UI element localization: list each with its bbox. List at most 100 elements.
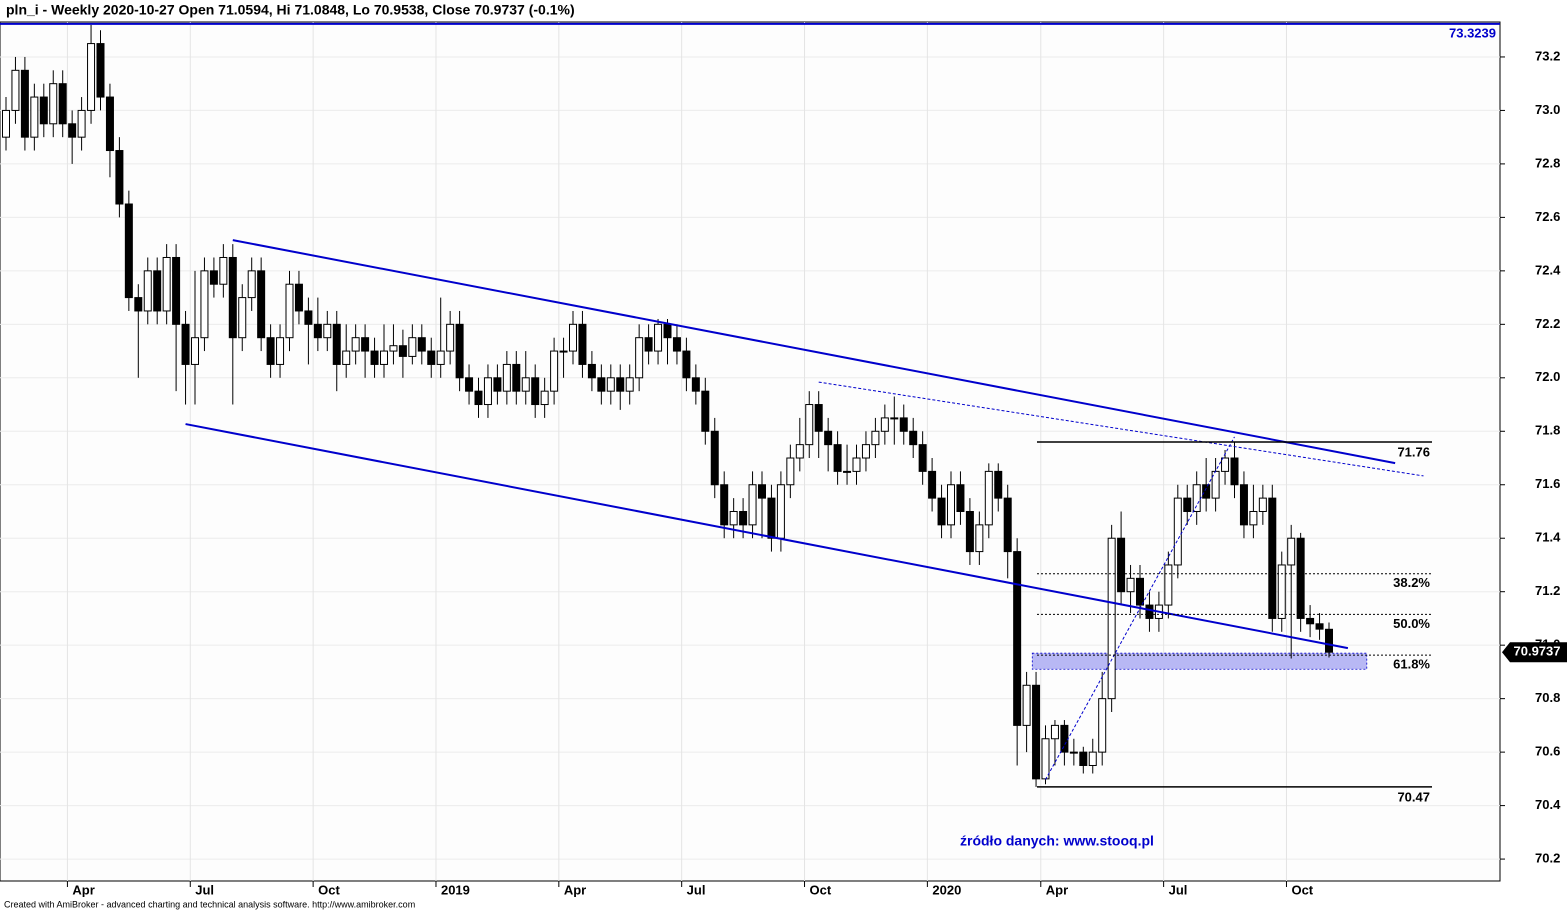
- candle-body: [795, 444, 804, 459]
- candle-body: [1183, 497, 1192, 512]
- candle-body: [663, 323, 672, 339]
- candle-body: [276, 337, 285, 365]
- candle-body: [181, 323, 190, 365]
- fib-extreme-label: 71.76: [1397, 444, 1430, 459]
- candle-body: [758, 484, 766, 499]
- candle-body: [465, 377, 474, 392]
- source-note: źródło danych: www.stooq.pl: [960, 833, 1154, 849]
- candle-body: [266, 337, 275, 365]
- candle-body: [11, 69, 20, 111]
- candle-body: [1107, 537, 1116, 700]
- candle-body: [852, 457, 861, 472]
- candle-body: [502, 363, 511, 392]
- candle-body: [635, 337, 644, 379]
- candle-body: [984, 470, 993, 526]
- candle-body: [474, 390, 483, 406]
- x-tick-label: Apr: [72, 882, 94, 897]
- candle-body: [1239, 484, 1248, 526]
- candle-body: [1145, 604, 1154, 619]
- candle-body: [2, 109, 10, 138]
- candle-body: [1173, 497, 1182, 566]
- candle-body: [965, 510, 974, 553]
- candle-body: [436, 350, 445, 365]
- candle-body: [1117, 537, 1126, 593]
- candle-body: [625, 377, 634, 392]
- candle-body: [597, 377, 606, 392]
- y-tick-label: 71.4: [1535, 530, 1561, 545]
- candle-body: [587, 363, 596, 379]
- candle-body: [446, 323, 455, 352]
- candle-body: [521, 377, 530, 392]
- candle-body: [871, 430, 880, 446]
- candle-body: [49, 83, 58, 125]
- candle-body: [720, 484, 729, 526]
- chart-title: pln_i - Weekly 2020-10-27 Open 71.0594, …: [6, 2, 575, 18]
- candle-body: [162, 256, 171, 312]
- candle-body: [380, 350, 388, 365]
- candle-body: [616, 377, 625, 392]
- candle-body: [493, 377, 502, 392]
- candle-body: [1230, 457, 1239, 486]
- candle-body: [1258, 497, 1267, 512]
- candle-body: [238, 297, 247, 339]
- candle-body: [172, 256, 181, 325]
- y-tick-label: 70.8: [1535, 690, 1560, 705]
- candle-body: [304, 310, 313, 325]
- candle-body: [191, 337, 199, 365]
- candle-body: [58, 83, 67, 125]
- candle-body: [947, 484, 955, 526]
- x-tick-label: 2020: [932, 882, 961, 897]
- candle-body: [833, 444, 842, 472]
- trendline: [1045, 436, 1235, 780]
- candle-body: [748, 484, 757, 526]
- x-tick-label: Apr: [564, 882, 586, 897]
- candle-body: [1013, 551, 1022, 726]
- fib-zone: [1031, 652, 1368, 670]
- candle-body: [540, 390, 549, 406]
- candle-body: [483, 377, 492, 406]
- candle-body: [219, 256, 228, 285]
- candle-body: [39, 96, 48, 125]
- y-tick-label: 72.2: [1535, 316, 1560, 331]
- candle-body: [1164, 564, 1173, 606]
- candle-body: [1249, 510, 1258, 526]
- candle-body: [682, 350, 691, 379]
- candle-body: [937, 497, 946, 526]
- candle-body: [1268, 497, 1277, 619]
- candle-body: [1088, 751, 1097, 766]
- candle-body: [105, 96, 114, 152]
- candle-body: [342, 350, 351, 365]
- candle-body: [550, 350, 559, 392]
- y-tick-label: 72.6: [1535, 209, 1560, 224]
- candle-body: [1032, 684, 1041, 780]
- candle-body: [786, 457, 795, 486]
- candle-body: [843, 470, 852, 473]
- candle-body: [153, 270, 162, 312]
- x-tick-label: Apr: [1046, 882, 1068, 897]
- y-tick-label: 72.0: [1535, 369, 1560, 384]
- layer: 70.270.470.670.871.071.271.471.671.872.0…: [0, 22, 1567, 897]
- candle-body: [455, 323, 464, 379]
- candle-body: [398, 345, 407, 357]
- candle-body: [701, 390, 710, 432]
- x-tick-label: Jul: [687, 882, 706, 897]
- y-tick-label: 70.2: [1535, 851, 1560, 866]
- candle-body: [68, 123, 77, 138]
- x-tick-label: Jul: [1169, 882, 1188, 897]
- candle-body: [124, 203, 133, 299]
- y-tick-label: 70.4: [1535, 797, 1561, 812]
- candle-body: [880, 417, 889, 432]
- candle-body: [928, 470, 937, 499]
- candle-body: [569, 323, 577, 352]
- trendline: [232, 239, 1396, 465]
- level-label: 73.3239: [1449, 25, 1496, 40]
- x-tick-label: Oct: [1291, 882, 1313, 897]
- candle-body: [332, 323, 341, 365]
- candle-body: [975, 524, 984, 553]
- candle-body: [672, 337, 681, 352]
- candle-body: [209, 270, 218, 285]
- candle-body: [77, 109, 86, 138]
- candle-body: [370, 350, 379, 365]
- candle-body: [531, 377, 540, 406]
